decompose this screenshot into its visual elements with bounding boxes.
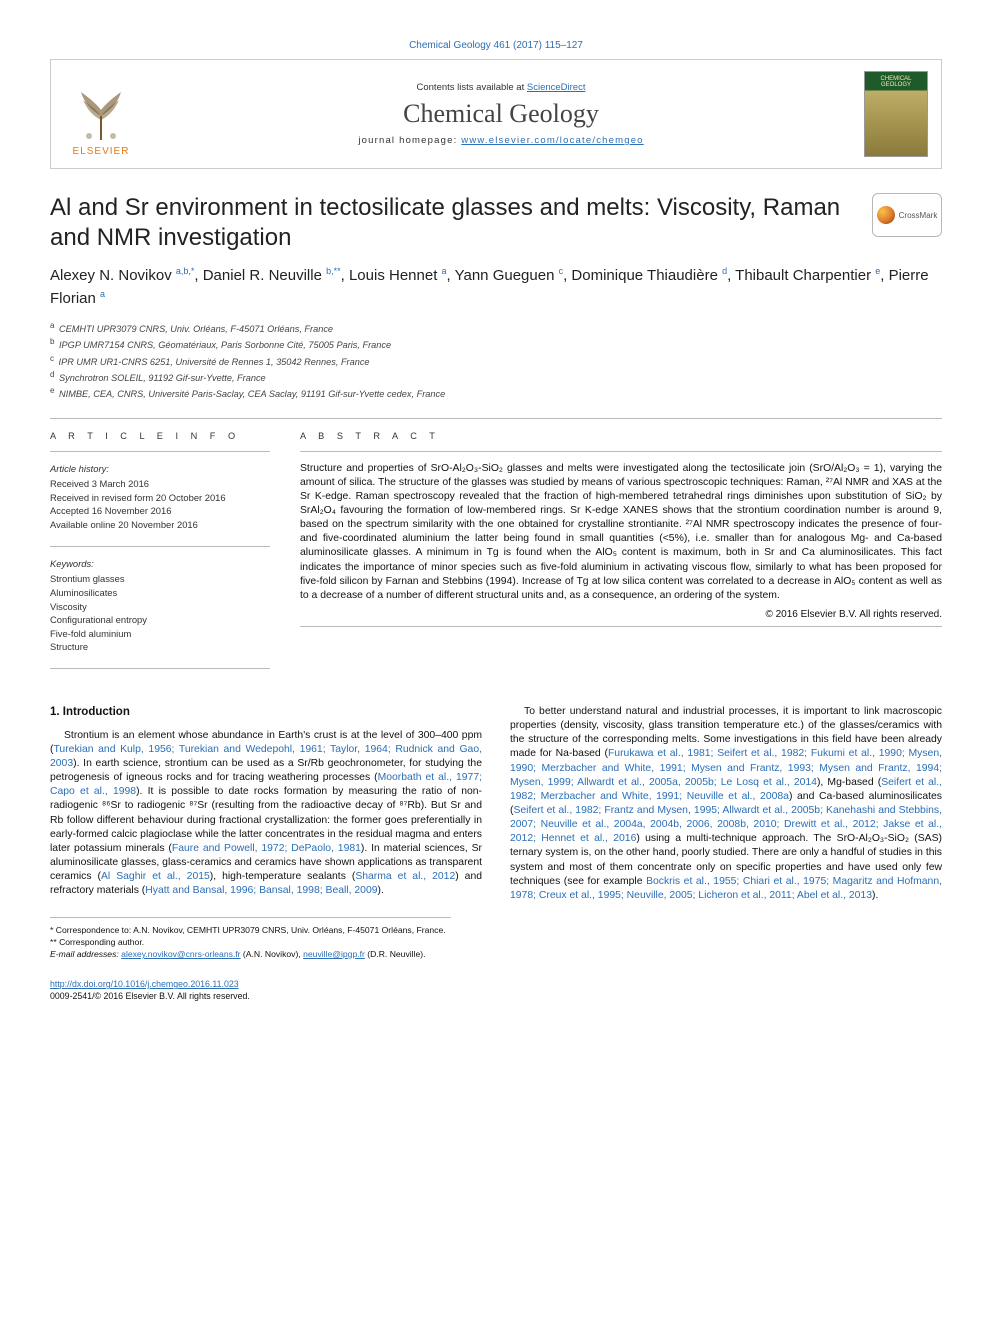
article-info-heading: A R T I C L E I N F O	[50, 431, 270, 441]
corresponding-author-footnotes: * Correspondence to: A.N. Novikov, CEMHT…	[50, 917, 451, 960]
ref-link[interactable]: Hyatt and Bansal, 1996; Bansal, 1998; Be…	[145, 885, 377, 896]
journal-homepage-link[interactable]: www.elsevier.com/locate/chemgeo	[461, 135, 643, 146]
publisher-logo: ELSEVIER	[51, 60, 151, 168]
history-line: Received 3 March 2016	[50, 477, 270, 491]
abstract-heading: A B S T R A C T	[300, 431, 942, 441]
affiliation-list: a CEMHTI UPR3079 CNRS, Univ. Orléans, F-…	[50, 320, 942, 402]
abstract-column: A B S T R A C T Structure and properties…	[300, 431, 942, 680]
info-rule-1	[50, 451, 270, 452]
section-1-heading: 1. Introduction	[50, 705, 482, 721]
article-history: Article history: Received 3 March 2016Re…	[50, 462, 270, 532]
keyword: Viscosity	[50, 600, 270, 614]
author-list: Alexey N. Novikov a,b,*, Daniel R. Neuvi…	[50, 265, 942, 310]
abstract-copyright: © 2016 Elsevier B.V. All rights reserved…	[300, 609, 942, 620]
keywords-label: Keywords:	[50, 557, 270, 571]
intro-para-1: Strontium is an element whose abundance …	[50, 729, 482, 899]
ref-link[interactable]: Sharma et al., 2012	[355, 871, 455, 882]
history-line: Available online 20 November 2016	[50, 518, 270, 532]
history-line: Received in revised form 20 October 2016	[50, 491, 270, 505]
article-body: 1. Introduction Strontium is an element …	[50, 705, 942, 903]
history-line: Accepted 16 November 2016	[50, 504, 270, 518]
history-label: Article history:	[50, 462, 270, 476]
journal-title: Chemical Geology	[403, 99, 599, 129]
abstract-rule-top	[300, 451, 942, 452]
keyword: Configurational entropy	[50, 613, 270, 627]
footnote-emails: E-mail addresses: alexey.novikov@cnrs-or…	[50, 948, 451, 960]
doi-link[interactable]: http://dx.doi.org/10.1016/j.chemgeo.2016…	[50, 979, 239, 989]
journal-header: ELSEVIER Contents lists available at Sci…	[50, 59, 942, 169]
journal-cover-thumb: CHEMICAL GEOLOGY	[851, 60, 941, 168]
footnote-corr-2: ** Corresponding author.	[50, 936, 451, 948]
affiliation: b IPGP UMR7154 CNRS, Géomatériaux, Paris…	[50, 336, 942, 352]
ref-link[interactable]: Al Saghir et al., 2015	[101, 871, 210, 882]
crossmark-icon	[877, 206, 895, 224]
rule-above-abstract	[50, 418, 942, 419]
affiliation: d Synchrotron SOLEIL, 91192 Gif-sur-Yvet…	[50, 369, 942, 385]
crossmark-badge[interactable]: CrossMark	[872, 193, 942, 237]
email-link-1[interactable]: alexey.novikov@cnrs-orleans.fr	[121, 949, 240, 959]
abstract-rule-bottom	[300, 626, 942, 627]
journal-homepage: journal homepage: www.elsevier.com/locat…	[358, 135, 643, 146]
email-link-2[interactable]: neuville@ipgp.fr	[303, 949, 365, 959]
contents-line: Contents lists available at ScienceDirec…	[417, 82, 586, 93]
article-title: Al and Sr environment in tectosilicate g…	[50, 193, 858, 253]
affiliation: e NIMBE, CEA, CNRS, Université Paris-Sac…	[50, 385, 942, 401]
ref-link[interactable]: Faure and Powell, 1972; DePaolo, 1981	[172, 843, 361, 854]
intro-para-2: To better understand natural and industr…	[510, 705, 942, 903]
affiliation: a CEMHTI UPR3079 CNRS, Univ. Orléans, F-…	[50, 320, 942, 336]
affiliation: c IPR UMR UR1-CNRS 6251, Université de R…	[50, 353, 942, 369]
elsevier-tree-icon	[71, 86, 131, 146]
keyword: Structure	[50, 640, 270, 654]
keyword: Strontium glasses	[50, 572, 270, 586]
keyword: Aluminosilicates	[50, 586, 270, 600]
info-rule-2	[50, 546, 270, 547]
cover-title-2: GEOLOGY	[865, 82, 927, 88]
keywords-block: Keywords: Strontium glassesAluminosilica…	[50, 557, 270, 654]
crossmark-label: CrossMark	[899, 211, 938, 220]
keyword: Five-fold aluminium	[50, 627, 270, 641]
info-rule-3	[50, 668, 270, 669]
sciencedirect-link[interactable]: ScienceDirect	[527, 82, 586, 93]
page-footer: http://dx.doi.org/10.1016/j.chemgeo.2016…	[50, 978, 942, 1003]
contents-prefix: Contents lists available at	[417, 82, 527, 93]
publisher-name: ELSEVIER	[73, 146, 130, 157]
issn-copyright: 0009-2541/© 2016 Elsevier B.V. All right…	[50, 990, 942, 1002]
abstract-text: Structure and properties of SrO-Al₂O₃-Si…	[300, 462, 942, 603]
article-info-column: A R T I C L E I N F O Article history: R…	[50, 431, 270, 680]
journal-issue-ref[interactable]: Chemical Geology 461 (2017) 115–127	[50, 40, 942, 51]
footnote-corr-1: * Correspondence to: A.N. Novikov, CEMHT…	[50, 924, 451, 936]
